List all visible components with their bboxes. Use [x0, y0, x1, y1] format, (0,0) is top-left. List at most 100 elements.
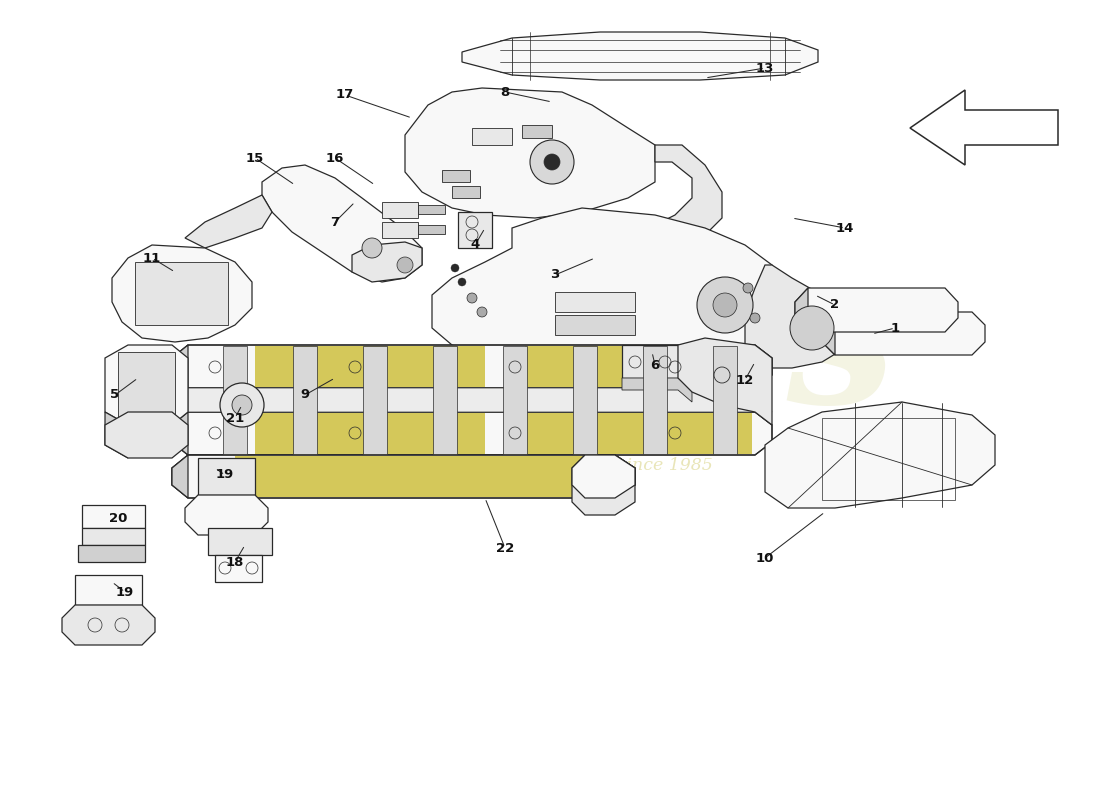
Text: 11: 11: [143, 251, 161, 265]
Polygon shape: [572, 455, 635, 498]
Text: 1: 1: [890, 322, 900, 334]
Circle shape: [713, 293, 737, 317]
Text: a passion for parts since 1985: a passion for parts since 1985: [448, 457, 713, 474]
Polygon shape: [185, 495, 268, 535]
Polygon shape: [556, 315, 635, 335]
Polygon shape: [185, 195, 272, 248]
Polygon shape: [104, 412, 188, 458]
Circle shape: [451, 264, 459, 272]
Polygon shape: [433, 346, 456, 454]
Polygon shape: [822, 312, 835, 355]
Text: 7: 7: [330, 215, 340, 229]
Circle shape: [750, 313, 760, 323]
Text: 5: 5: [110, 389, 120, 402]
Circle shape: [790, 306, 834, 350]
Polygon shape: [644, 346, 667, 454]
Text: 6: 6: [650, 358, 660, 371]
Polygon shape: [82, 505, 145, 528]
Polygon shape: [522, 125, 552, 138]
Polygon shape: [172, 455, 635, 498]
Polygon shape: [223, 346, 248, 454]
Polygon shape: [795, 288, 958, 332]
Text: 18: 18: [226, 555, 244, 569]
Polygon shape: [572, 455, 635, 515]
Polygon shape: [104, 412, 128, 458]
Polygon shape: [235, 456, 585, 497]
Polygon shape: [678, 338, 772, 425]
Text: 21: 21: [226, 411, 244, 425]
Polygon shape: [172, 455, 188, 498]
Polygon shape: [452, 186, 480, 198]
Text: 20: 20: [109, 511, 128, 525]
Polygon shape: [713, 346, 737, 454]
Polygon shape: [621, 378, 692, 402]
Polygon shape: [172, 412, 772, 455]
Text: 12: 12: [736, 374, 755, 386]
Polygon shape: [556, 292, 635, 312]
Circle shape: [468, 293, 477, 303]
Polygon shape: [472, 128, 512, 145]
Polygon shape: [104, 345, 188, 425]
Circle shape: [697, 277, 754, 333]
Polygon shape: [764, 402, 996, 508]
Circle shape: [544, 154, 560, 170]
Polygon shape: [112, 245, 252, 342]
Circle shape: [742, 283, 754, 293]
Polygon shape: [208, 528, 272, 555]
Polygon shape: [418, 225, 446, 234]
Text: 15: 15: [246, 151, 264, 165]
Polygon shape: [654, 145, 722, 245]
Text: 8: 8: [500, 86, 509, 98]
Text: 13: 13: [756, 62, 774, 74]
Circle shape: [458, 278, 466, 286]
Polygon shape: [525, 413, 752, 454]
Polygon shape: [118, 352, 175, 422]
Polygon shape: [405, 88, 654, 218]
Polygon shape: [82, 528, 145, 545]
Polygon shape: [172, 345, 188, 388]
Polygon shape: [188, 388, 772, 412]
Text: 9: 9: [300, 389, 309, 402]
Text: 16: 16: [326, 151, 344, 165]
Polygon shape: [442, 170, 470, 182]
Circle shape: [220, 383, 264, 427]
Polygon shape: [78, 545, 145, 562]
Text: 10: 10: [756, 551, 774, 565]
Polygon shape: [503, 346, 527, 454]
Polygon shape: [255, 413, 485, 454]
Polygon shape: [462, 32, 818, 80]
Polygon shape: [432, 208, 782, 365]
Polygon shape: [75, 575, 142, 605]
Polygon shape: [382, 202, 418, 218]
Circle shape: [397, 257, 412, 273]
Polygon shape: [172, 412, 188, 455]
Circle shape: [477, 307, 487, 317]
Circle shape: [362, 238, 382, 258]
Polygon shape: [293, 346, 317, 454]
Text: 19: 19: [116, 586, 134, 598]
Text: 2: 2: [830, 298, 839, 311]
Polygon shape: [135, 262, 228, 325]
Text: 17: 17: [336, 89, 354, 102]
Polygon shape: [262, 165, 422, 282]
Polygon shape: [172, 345, 772, 388]
Text: 14: 14: [836, 222, 855, 234]
Polygon shape: [458, 212, 492, 248]
Polygon shape: [62, 605, 155, 645]
Polygon shape: [745, 265, 845, 368]
Polygon shape: [352, 242, 422, 282]
Polygon shape: [198, 458, 255, 495]
Polygon shape: [573, 346, 597, 454]
Polygon shape: [822, 312, 984, 355]
Text: 3: 3: [550, 269, 560, 282]
Text: 4: 4: [471, 238, 480, 251]
Polygon shape: [418, 205, 446, 214]
Text: 19: 19: [216, 469, 234, 482]
Polygon shape: [795, 288, 808, 332]
Polygon shape: [382, 222, 418, 238]
Text: es: es: [663, 255, 896, 445]
Text: 22: 22: [496, 542, 514, 554]
Circle shape: [530, 140, 574, 184]
Polygon shape: [214, 555, 262, 582]
Circle shape: [232, 395, 252, 415]
